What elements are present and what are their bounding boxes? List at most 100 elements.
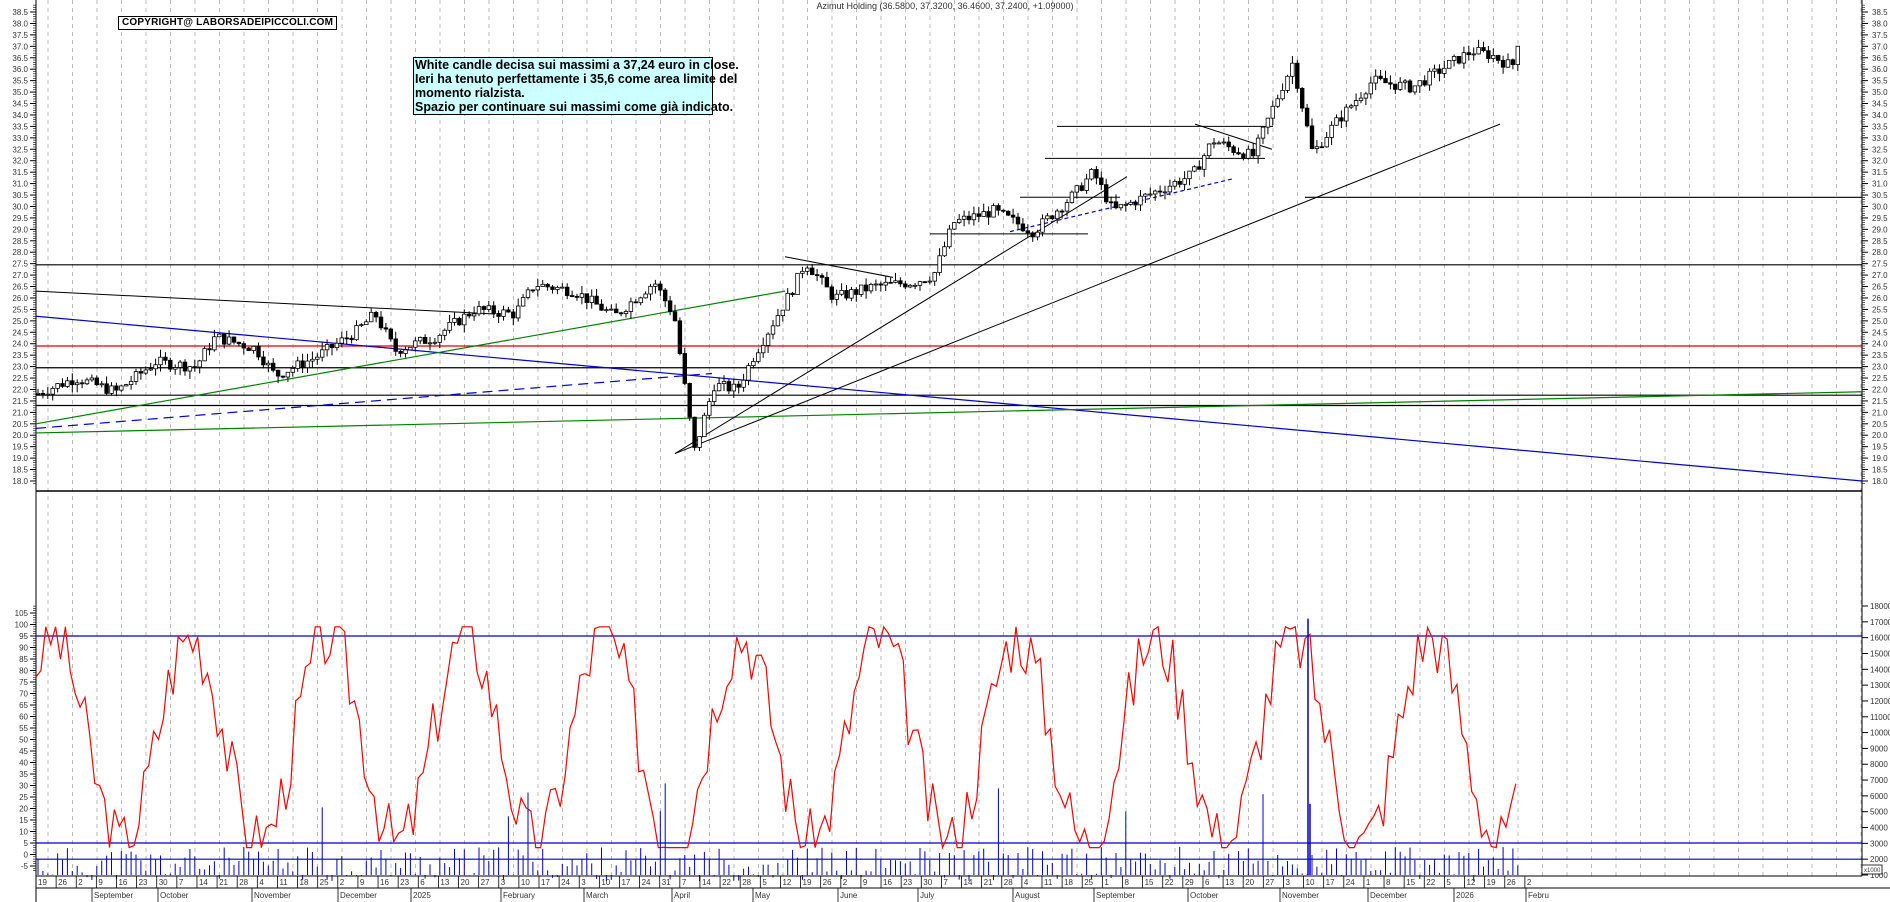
svg-text:17: 17	[541, 878, 550, 887]
candle	[1148, 193, 1153, 196]
trend-line	[784, 256, 894, 278]
svg-text:50: 50	[19, 736, 28, 745]
candle	[702, 414, 707, 438]
candle	[604, 309, 609, 312]
candle	[516, 305, 521, 319]
candle	[202, 348, 207, 362]
svg-text:26: 26	[58, 878, 67, 887]
svg-text:31.0: 31.0	[12, 180, 28, 189]
svg-text:17: 17	[1326, 878, 1335, 887]
candle	[310, 358, 315, 362]
svg-text:35.0: 35.0	[1872, 88, 1888, 97]
svg-text:25.0: 25.0	[1872, 317, 1888, 326]
candle	[579, 293, 585, 298]
svg-text:10: 10	[1306, 878, 1315, 887]
candle	[692, 416, 697, 448]
svg-text:27: 27	[1265, 878, 1274, 887]
candle	[334, 342, 340, 349]
candle	[574, 295, 580, 298]
svg-text:18.0: 18.0	[12, 477, 28, 486]
candle	[295, 360, 300, 369]
candle	[1505, 59, 1511, 68]
candle	[589, 295, 594, 303]
svg-text:21: 21	[984, 878, 993, 887]
candle	[1481, 47, 1486, 52]
svg-text:August: August	[1015, 891, 1041, 900]
candle	[408, 346, 413, 351]
svg-text:26.0: 26.0	[1872, 294, 1888, 303]
candle	[1471, 53, 1476, 56]
svg-text:13: 13	[1225, 878, 1234, 887]
svg-text:25: 25	[1084, 878, 1093, 887]
candle	[961, 215, 967, 220]
candle	[560, 286, 565, 289]
candle	[854, 289, 859, 295]
svg-text:9: 9	[863, 878, 868, 887]
candle	[1015, 216, 1021, 225]
candle	[966, 215, 972, 221]
svg-text:30.5: 30.5	[12, 191, 28, 200]
candle	[1167, 185, 1173, 193]
candle	[1084, 178, 1089, 191]
candle	[491, 305, 496, 314]
candle	[1157, 190, 1163, 193]
svg-text:22: 22	[1426, 878, 1435, 887]
candle	[324, 344, 330, 351]
candle	[810, 267, 815, 276]
candle	[633, 301, 638, 304]
svg-text:20.0: 20.0	[12, 431, 28, 440]
svg-text:21.5: 21.5	[1872, 397, 1888, 406]
candle	[873, 283, 879, 286]
candle	[133, 371, 139, 382]
candle	[457, 317, 462, 326]
candle	[1486, 50, 1491, 60]
candle	[1241, 153, 1246, 159]
candle	[1466, 52, 1471, 56]
candle	[1378, 75, 1383, 79]
svg-text:26.0: 26.0	[12, 294, 28, 303]
svg-text:100: 100	[15, 621, 29, 630]
candle	[84, 379, 90, 385]
svg-text:29.5: 29.5	[12, 214, 28, 223]
svg-text:10: 10	[601, 878, 610, 887]
svg-text:24.0: 24.0	[1872, 340, 1888, 349]
svg-text:5: 5	[24, 839, 29, 848]
candle	[658, 283, 663, 291]
candle	[158, 356, 163, 366]
candle	[726, 381, 732, 392]
candle	[1383, 78, 1388, 84]
svg-text:November: November	[254, 891, 291, 900]
svg-text:30.0: 30.0	[12, 202, 28, 211]
svg-text:26.5: 26.5	[12, 283, 28, 292]
candle	[89, 377, 95, 381]
candle	[1108, 201, 1114, 204]
candle	[971, 213, 977, 221]
svg-text:12: 12	[1467, 878, 1476, 887]
svg-text:10000: 10000	[1870, 729, 1890, 738]
svg-text:11000: 11000	[1870, 713, 1890, 722]
svg-text:29: 29	[1185, 878, 1194, 887]
candle	[1202, 155, 1207, 170]
candle	[40, 392, 46, 395]
candle	[736, 383, 741, 388]
svg-text:17: 17	[621, 878, 630, 887]
candle	[697, 436, 702, 448]
candle	[1094, 169, 1099, 179]
svg-text:3: 3	[581, 878, 586, 887]
candle	[555, 286, 560, 290]
annotation-line: momento rialzista.	[415, 86, 525, 100]
candle	[163, 356, 168, 361]
candle	[1476, 47, 1481, 55]
candle	[1059, 210, 1065, 213]
candle	[1064, 202, 1070, 212]
candle	[1251, 148, 1256, 157]
candle	[1427, 70, 1432, 86]
svg-text:20.5: 20.5	[1872, 420, 1888, 429]
candle	[883, 281, 888, 286]
candle	[1226, 141, 1231, 148]
candle	[1398, 81, 1403, 90]
candle	[1442, 67, 1447, 74]
svg-text:30: 30	[19, 782, 28, 791]
svg-text:x1000: x1000	[1864, 868, 1881, 874]
candle	[329, 344, 335, 349]
